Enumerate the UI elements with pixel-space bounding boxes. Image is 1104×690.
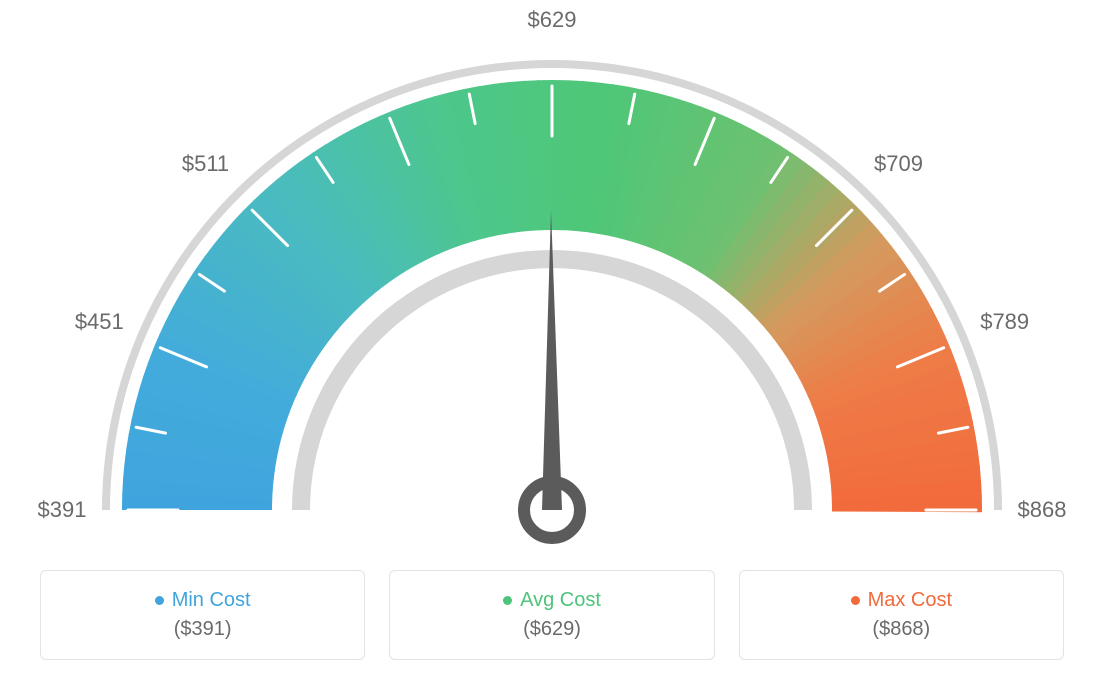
legend-label-min: Min Cost xyxy=(172,589,251,612)
legend-title-avg: Avg Cost xyxy=(503,589,601,612)
legend-card-max: Max Cost ($868) xyxy=(739,570,1064,660)
legend-title-min: Min Cost xyxy=(155,589,251,612)
gauge-tick-label: $511 xyxy=(182,151,229,177)
legend-card-min: Min Cost ($391) xyxy=(40,570,365,660)
legend-row: Min Cost ($391) Avg Cost ($629) Max Cost… xyxy=(40,570,1064,660)
legend-dot-min xyxy=(155,596,164,605)
gauge-tick-label: $789 xyxy=(980,309,1029,335)
gauge-tick-label: $868 xyxy=(1018,497,1067,523)
legend-value-min: ($391) xyxy=(174,618,232,641)
gauge-tick-label: $391 xyxy=(38,497,87,523)
gauge-tick-label: $629 xyxy=(528,7,577,33)
gauge-tick-label: $451 xyxy=(75,309,124,335)
legend-label-max: Max Cost xyxy=(868,589,952,612)
legend-dot-avg xyxy=(503,596,512,605)
legend-title-max: Max Cost xyxy=(851,589,952,612)
legend-value-avg: ($629) xyxy=(523,618,581,641)
cost-gauge-widget: $391 $451 $511 $629 $709 $789 $868 Min Cost ($… xyxy=(0,0,1104,690)
legend-card-avg: Avg Cost ($629) xyxy=(389,570,714,660)
legend-dot-max xyxy=(851,596,860,605)
gauge-svg xyxy=(0,0,1104,560)
legend-value-max: ($868) xyxy=(872,618,930,641)
gauge-chart: $391 $451 $511 $629 $709 $789 $868 xyxy=(0,0,1104,560)
legend-label-avg: Avg Cost xyxy=(520,589,601,612)
gauge-tick-label: $709 xyxy=(874,151,923,177)
